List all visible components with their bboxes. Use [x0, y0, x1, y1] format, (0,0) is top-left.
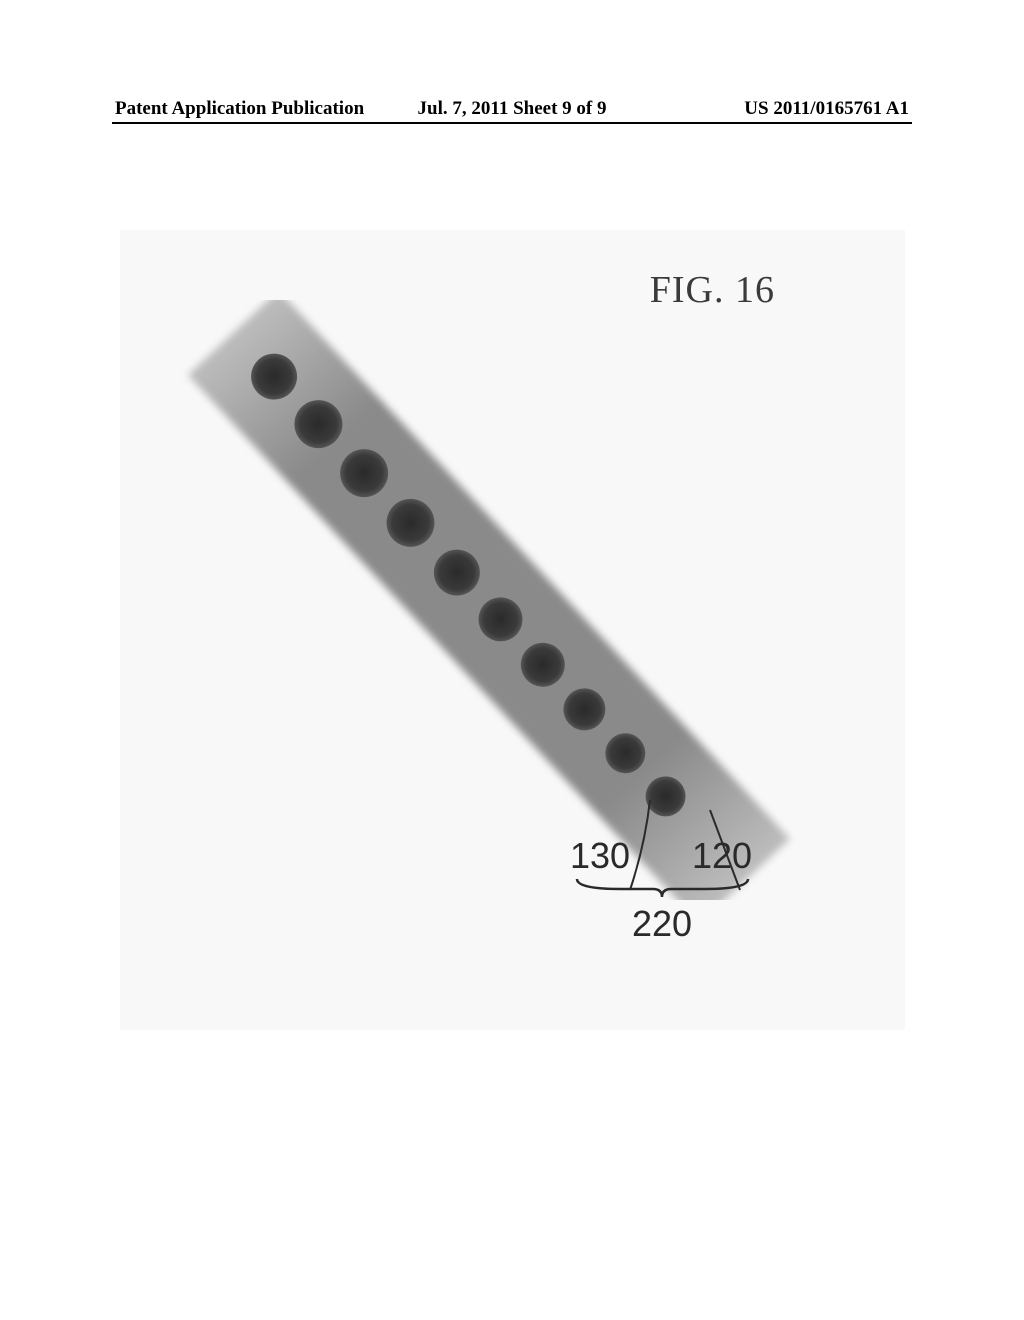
figure-16: FIG. 16: [120, 230, 905, 1030]
reference-bracket: [575, 877, 750, 899]
page-header: Patent Application Publication Jul. 7, 2…: [0, 98, 1024, 120]
ref-label-130: 130: [570, 835, 630, 877]
header-date-sheet: Jul. 7, 2011 Sheet 9 of 9: [418, 98, 607, 120]
strip-with-circles: [170, 300, 920, 900]
ref-label-120: 120: [692, 835, 752, 877]
header-publication-number: US 2011/0165761 A1: [744, 98, 909, 120]
header-rule: [112, 122, 912, 124]
header-publication-type: Patent Application Publication: [115, 98, 364, 120]
reference-labels: 130 120 220: [540, 835, 820, 955]
ref-label-220: 220: [632, 903, 692, 945]
